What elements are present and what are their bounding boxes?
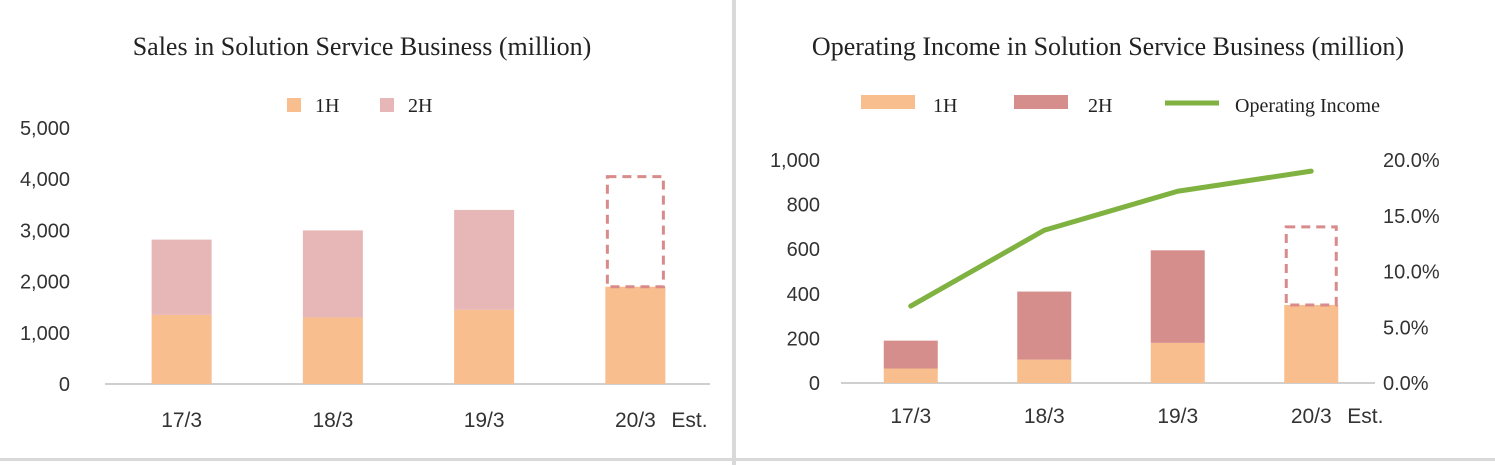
bar-2h [151, 239, 212, 315]
y-tick-label: 1,000 [20, 323, 70, 345]
y-tick-label: 600 [787, 239, 820, 261]
y-tick-label: 1,000 [770, 150, 820, 172]
bar-1h [454, 309, 515, 384]
panel-divider [732, 0, 736, 465]
sales-chart-panel: Sales in Solution Service Business (mill… [0, 0, 730, 458]
y2-tick-label: 15.0% [1383, 206, 1440, 228]
legend-swatch-2h [1014, 95, 1068, 109]
y2-tick-label: 20.0% [1383, 150, 1440, 172]
x-tick-label: 20/3 [1291, 405, 1332, 428]
legend-label-1h: 1H [933, 95, 957, 117]
income-chart-panel: Operating Income in Solution Service Bus… [738, 0, 1495, 458]
bar-1h [1017, 359, 1072, 383]
bar-1h [605, 286, 666, 384]
bar-2h [454, 209, 515, 310]
bar-1h [151, 314, 212, 384]
legend-label-1h: 1H [315, 95, 339, 117]
y2-tick-label: 5.0% [1383, 317, 1429, 339]
x-tick-label: 19/3 [464, 409, 505, 432]
bar-2h-estimate [605, 175, 665, 289]
y-tick-label: 0 [59, 374, 70, 396]
operating-income-line [908, 168, 1314, 309]
x-tick-label: 18/3 [312, 409, 353, 432]
y-tick-label: 0 [809, 373, 820, 395]
legend-swatch-2h [380, 98, 394, 112]
bottom-border [0, 458, 1495, 461]
y2-tick-label: 10.0% [1383, 262, 1440, 284]
y-tick-label: 2,000 [20, 272, 70, 294]
estimate-label: Est. [1347, 405, 1383, 428]
legend-label-operating-income: Operating Income [1235, 95, 1380, 117]
y-tick-label: 5,000 [20, 118, 70, 140]
operating-income-chart: Operating Income in Solution Service Bus… [770, 32, 1440, 428]
x-tick-label: 20/3 [615, 409, 656, 432]
legend-label-2h: 2H [408, 95, 432, 117]
estimate-label: Est. [671, 409, 707, 432]
bar-2h [1017, 291, 1072, 360]
x-tick-label: 17/3 [890, 405, 931, 428]
bar-1h [302, 317, 363, 384]
y-tick-label: 800 [787, 195, 820, 217]
bar-2h [883, 340, 938, 369]
y-tick-label: 4,000 [20, 169, 70, 191]
bar-1h [1150, 342, 1205, 383]
y-tick-label: 400 [787, 284, 820, 306]
y-tick-label: 200 [787, 328, 820, 350]
legend-swatch-1h [287, 98, 301, 112]
y-tick-label: 3,000 [20, 220, 70, 242]
legend-swatch-1h [861, 95, 915, 109]
chart-title: Operating Income in Solution Service Bus… [812, 32, 1404, 61]
bar-1h [1284, 304, 1339, 383]
x-tick-label: 18/3 [1024, 405, 1065, 428]
bar-2h [1150, 250, 1205, 343]
x-tick-label: 17/3 [161, 409, 202, 432]
bar-2h [302, 230, 363, 318]
bar-2h-estimate [1284, 225, 1338, 307]
chart-title: Sales in Solution Service Business (mill… [133, 32, 592, 61]
x-tick-label: 19/3 [1157, 405, 1198, 428]
sales-chart: Sales in Solution Service Business (mill… [20, 32, 710, 432]
bar-1h [883, 368, 938, 383]
legend-label-2h: 2H [1088, 95, 1112, 117]
y2-tick-label: 0.0% [1383, 373, 1429, 395]
